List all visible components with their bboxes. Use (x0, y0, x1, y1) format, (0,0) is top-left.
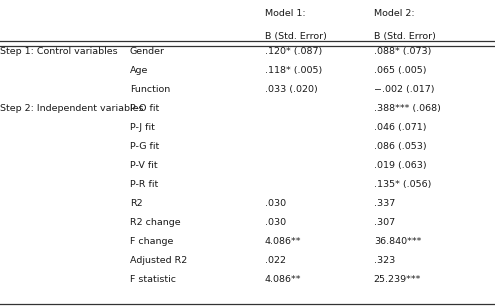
Text: .323: .323 (374, 256, 395, 265)
Text: .030: .030 (265, 218, 286, 227)
Text: P-R fit: P-R fit (130, 180, 158, 189)
Text: Step 1: Control variables: Step 1: Control variables (0, 47, 118, 56)
Text: R2 change: R2 change (130, 218, 180, 227)
Text: .118* (.005): .118* (.005) (265, 66, 322, 75)
Text: .088* (.073): .088* (.073) (374, 47, 431, 56)
Text: .120* (.087): .120* (.087) (265, 47, 322, 56)
Text: .388*** (.068): .388*** (.068) (374, 104, 441, 113)
Text: −.002 (.017): −.002 (.017) (374, 85, 434, 94)
Text: .307: .307 (374, 218, 395, 227)
Text: Age: Age (130, 66, 148, 75)
Text: .065 (.005): .065 (.005) (374, 66, 426, 75)
Text: .019 (.063): .019 (.063) (374, 161, 426, 170)
Text: F statistic: F statistic (130, 275, 176, 284)
Text: 4.086**: 4.086** (265, 275, 301, 284)
Text: Model 1:: Model 1: (265, 9, 305, 18)
Text: 4.086**: 4.086** (265, 237, 301, 246)
Text: .337: .337 (374, 199, 395, 208)
Text: Model 2:: Model 2: (374, 9, 414, 18)
Text: Step 2: Independent variables: Step 2: Independent variables (0, 104, 144, 113)
Text: P-G fit: P-G fit (130, 142, 159, 151)
Text: Gender: Gender (130, 47, 165, 56)
Text: Function: Function (130, 85, 170, 94)
Text: .046 (.071): .046 (.071) (374, 123, 426, 132)
Text: P-J fit: P-J fit (130, 123, 154, 132)
Text: 36.840***: 36.840*** (374, 237, 421, 246)
Text: F change: F change (130, 237, 173, 246)
Text: 25.239***: 25.239*** (374, 275, 421, 284)
Text: .135* (.056): .135* (.056) (374, 180, 431, 189)
Text: .086 (.053): .086 (.053) (374, 142, 426, 151)
Text: .030: .030 (265, 199, 286, 208)
Text: .022: .022 (265, 256, 286, 265)
Text: B (Std. Error): B (Std. Error) (265, 32, 327, 41)
Text: P-V fit: P-V fit (130, 161, 157, 170)
Text: Adjusted R2: Adjusted R2 (130, 256, 187, 265)
Text: .033 (.020): .033 (.020) (265, 85, 318, 94)
Text: B (Std. Error): B (Std. Error) (374, 32, 436, 41)
Text: P-O fit: P-O fit (130, 104, 159, 113)
Text: R2: R2 (130, 199, 143, 208)
